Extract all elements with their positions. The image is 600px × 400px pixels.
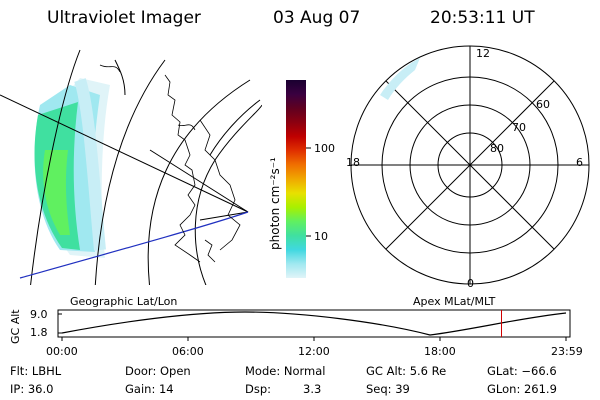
time-label: 20:53:11 UT <box>430 8 535 28</box>
status-dsp-label: Dsp: <box>245 382 272 396</box>
timeline-ytick-min: 1.8 <box>30 326 48 339</box>
timeline-xtick-0: 00:00 <box>46 345 78 358</box>
timeline-left-label: Geographic Lat/Lon <box>70 295 178 308</box>
lat-label-60: 60 <box>536 98 550 111</box>
status-flight: Flt: LBHL <box>10 364 62 378</box>
timeline-xtick-4: 23:59 <box>551 345 583 358</box>
status-ip: IP: 36.0 <box>10 382 54 396</box>
mlt-label-6: 6 <box>576 156 583 169</box>
mlt-label-0: 0 <box>467 277 474 290</box>
timeline-xticks <box>61 337 567 341</box>
timeline-right-label: Apex MLat/MLT <box>413 295 496 308</box>
colorbar <box>286 80 306 278</box>
lat-label-80: 80 <box>490 142 504 155</box>
mlt-label-18: 18 <box>346 156 360 169</box>
colorbar-tick-10: 10 <box>314 230 328 243</box>
timeline-xtick-1: 06:00 <box>172 345 204 358</box>
status-seq: Seq: 39 <box>366 382 410 396</box>
polar-emission <box>380 58 420 100</box>
instrument-title: Ultraviolet Imager <box>47 8 201 28</box>
auroral-image <box>0 49 262 285</box>
date-label: 03 Aug 07 <box>273 8 361 28</box>
polar-grid <box>350 45 590 285</box>
timeline-xtick-3: 18:00 <box>424 345 456 358</box>
status-dsp-value: 3.3 <box>303 382 322 396</box>
status-gc-alt: GC Alt: 5.6 Re <box>366 364 447 378</box>
altitude-curve <box>61 311 567 336</box>
status-gain: Gain: 14 <box>125 382 174 396</box>
colorbar-tick-100: 100 <box>314 142 335 155</box>
status-glon: GLon: 261.9 <box>487 382 557 396</box>
status-door: Door: Open <box>125 364 191 378</box>
mlt-label-12: 12 <box>476 47 490 60</box>
timeline-ytick-max: 9.0 <box>30 308 48 321</box>
lat-label-70: 70 <box>512 121 526 134</box>
status-mode: Mode: Normal <box>245 364 326 378</box>
status-glat: GLat: −66.6 <box>487 364 557 378</box>
timeline-xtick-2: 12:00 <box>298 345 330 358</box>
